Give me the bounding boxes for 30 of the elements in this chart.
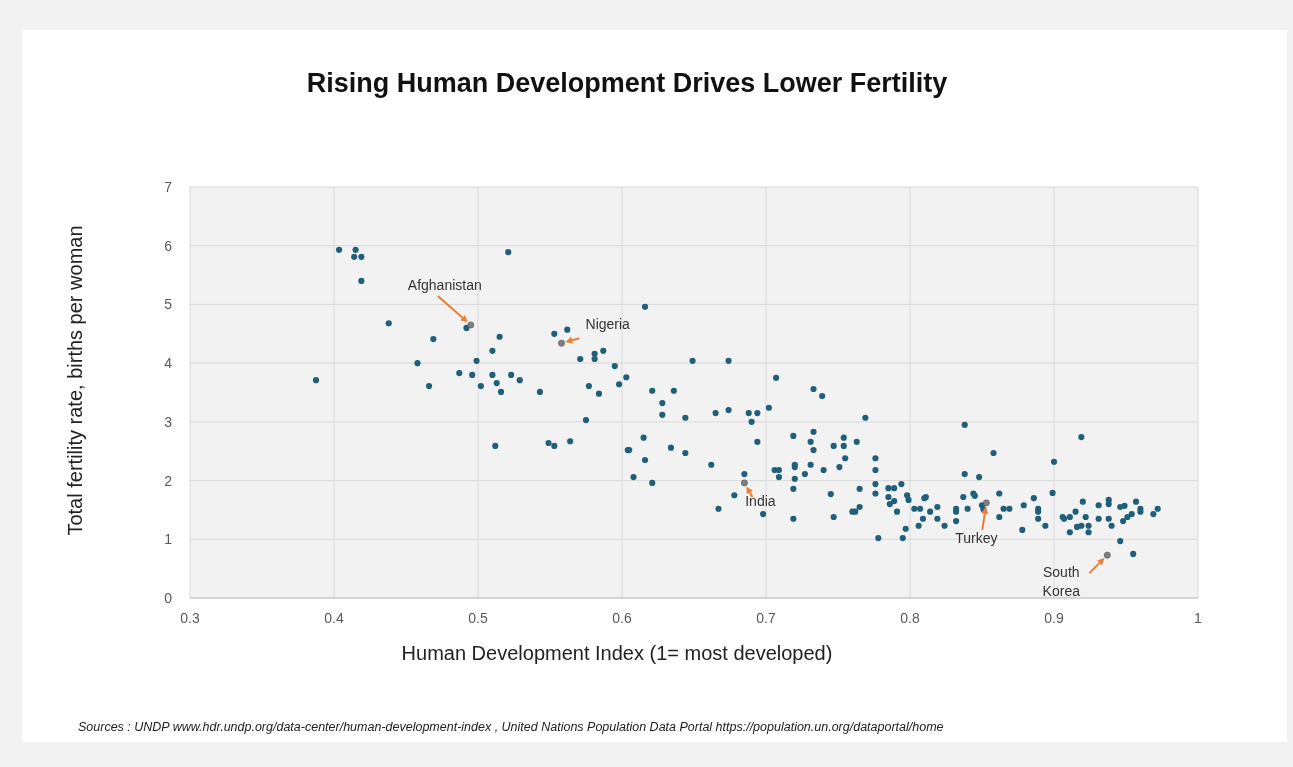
x-axis-title: Human Development Index (1= most developed): [401, 642, 833, 664]
point: [741, 479, 748, 487]
y-axis-title: Total fertility rate, births per woman: [64, 225, 86, 536]
y-tick-label: 4: [164, 355, 173, 372]
x-tick-label: 1: [1194, 610, 1203, 626]
y-tick-label: 2: [164, 472, 173, 489]
point: [982, 499, 990, 507]
y-tick-label: 3: [164, 413, 173, 430]
y-tick-label: 1: [164, 531, 173, 548]
y-tick-label: 5: [164, 296, 173, 313]
annotation: India: [745, 492, 776, 509]
x-tick-label: 0.8: [900, 610, 920, 626]
annotation: Nigeria: [585, 316, 631, 333]
x-tick-label: 0.5: [468, 610, 488, 626]
x-tick-label: 0.6: [612, 610, 632, 626]
source-note: Sources : UNDP www.hdr.undp.org/data-center/human-development-index , United Nations Population Data Portal https://population.un.org/dataportal/home: [78, 720, 944, 734]
x-tick-label: 0.9: [1044, 610, 1064, 626]
x-tick-label: 0.3: [180, 610, 200, 626]
y-tick-label: 0: [164, 590, 173, 606]
x-tick-label: 0.4: [324, 610, 344, 626]
annotation: South Korea: [1042, 564, 1081, 600]
point: [558, 339, 565, 347]
point: [467, 321, 475, 329]
y-tick-label: 6: [164, 237, 173, 254]
chart-title: Rising Human Development Drives Lower Fertility: [306, 68, 948, 98]
y-tick-label: 7: [164, 179, 173, 195]
x-tick-label: 0.7: [756, 610, 776, 626]
annotation: Afghanistan: [407, 276, 482, 293]
annotation: Turkey: [955, 529, 998, 546]
point: [1103, 551, 1111, 559]
